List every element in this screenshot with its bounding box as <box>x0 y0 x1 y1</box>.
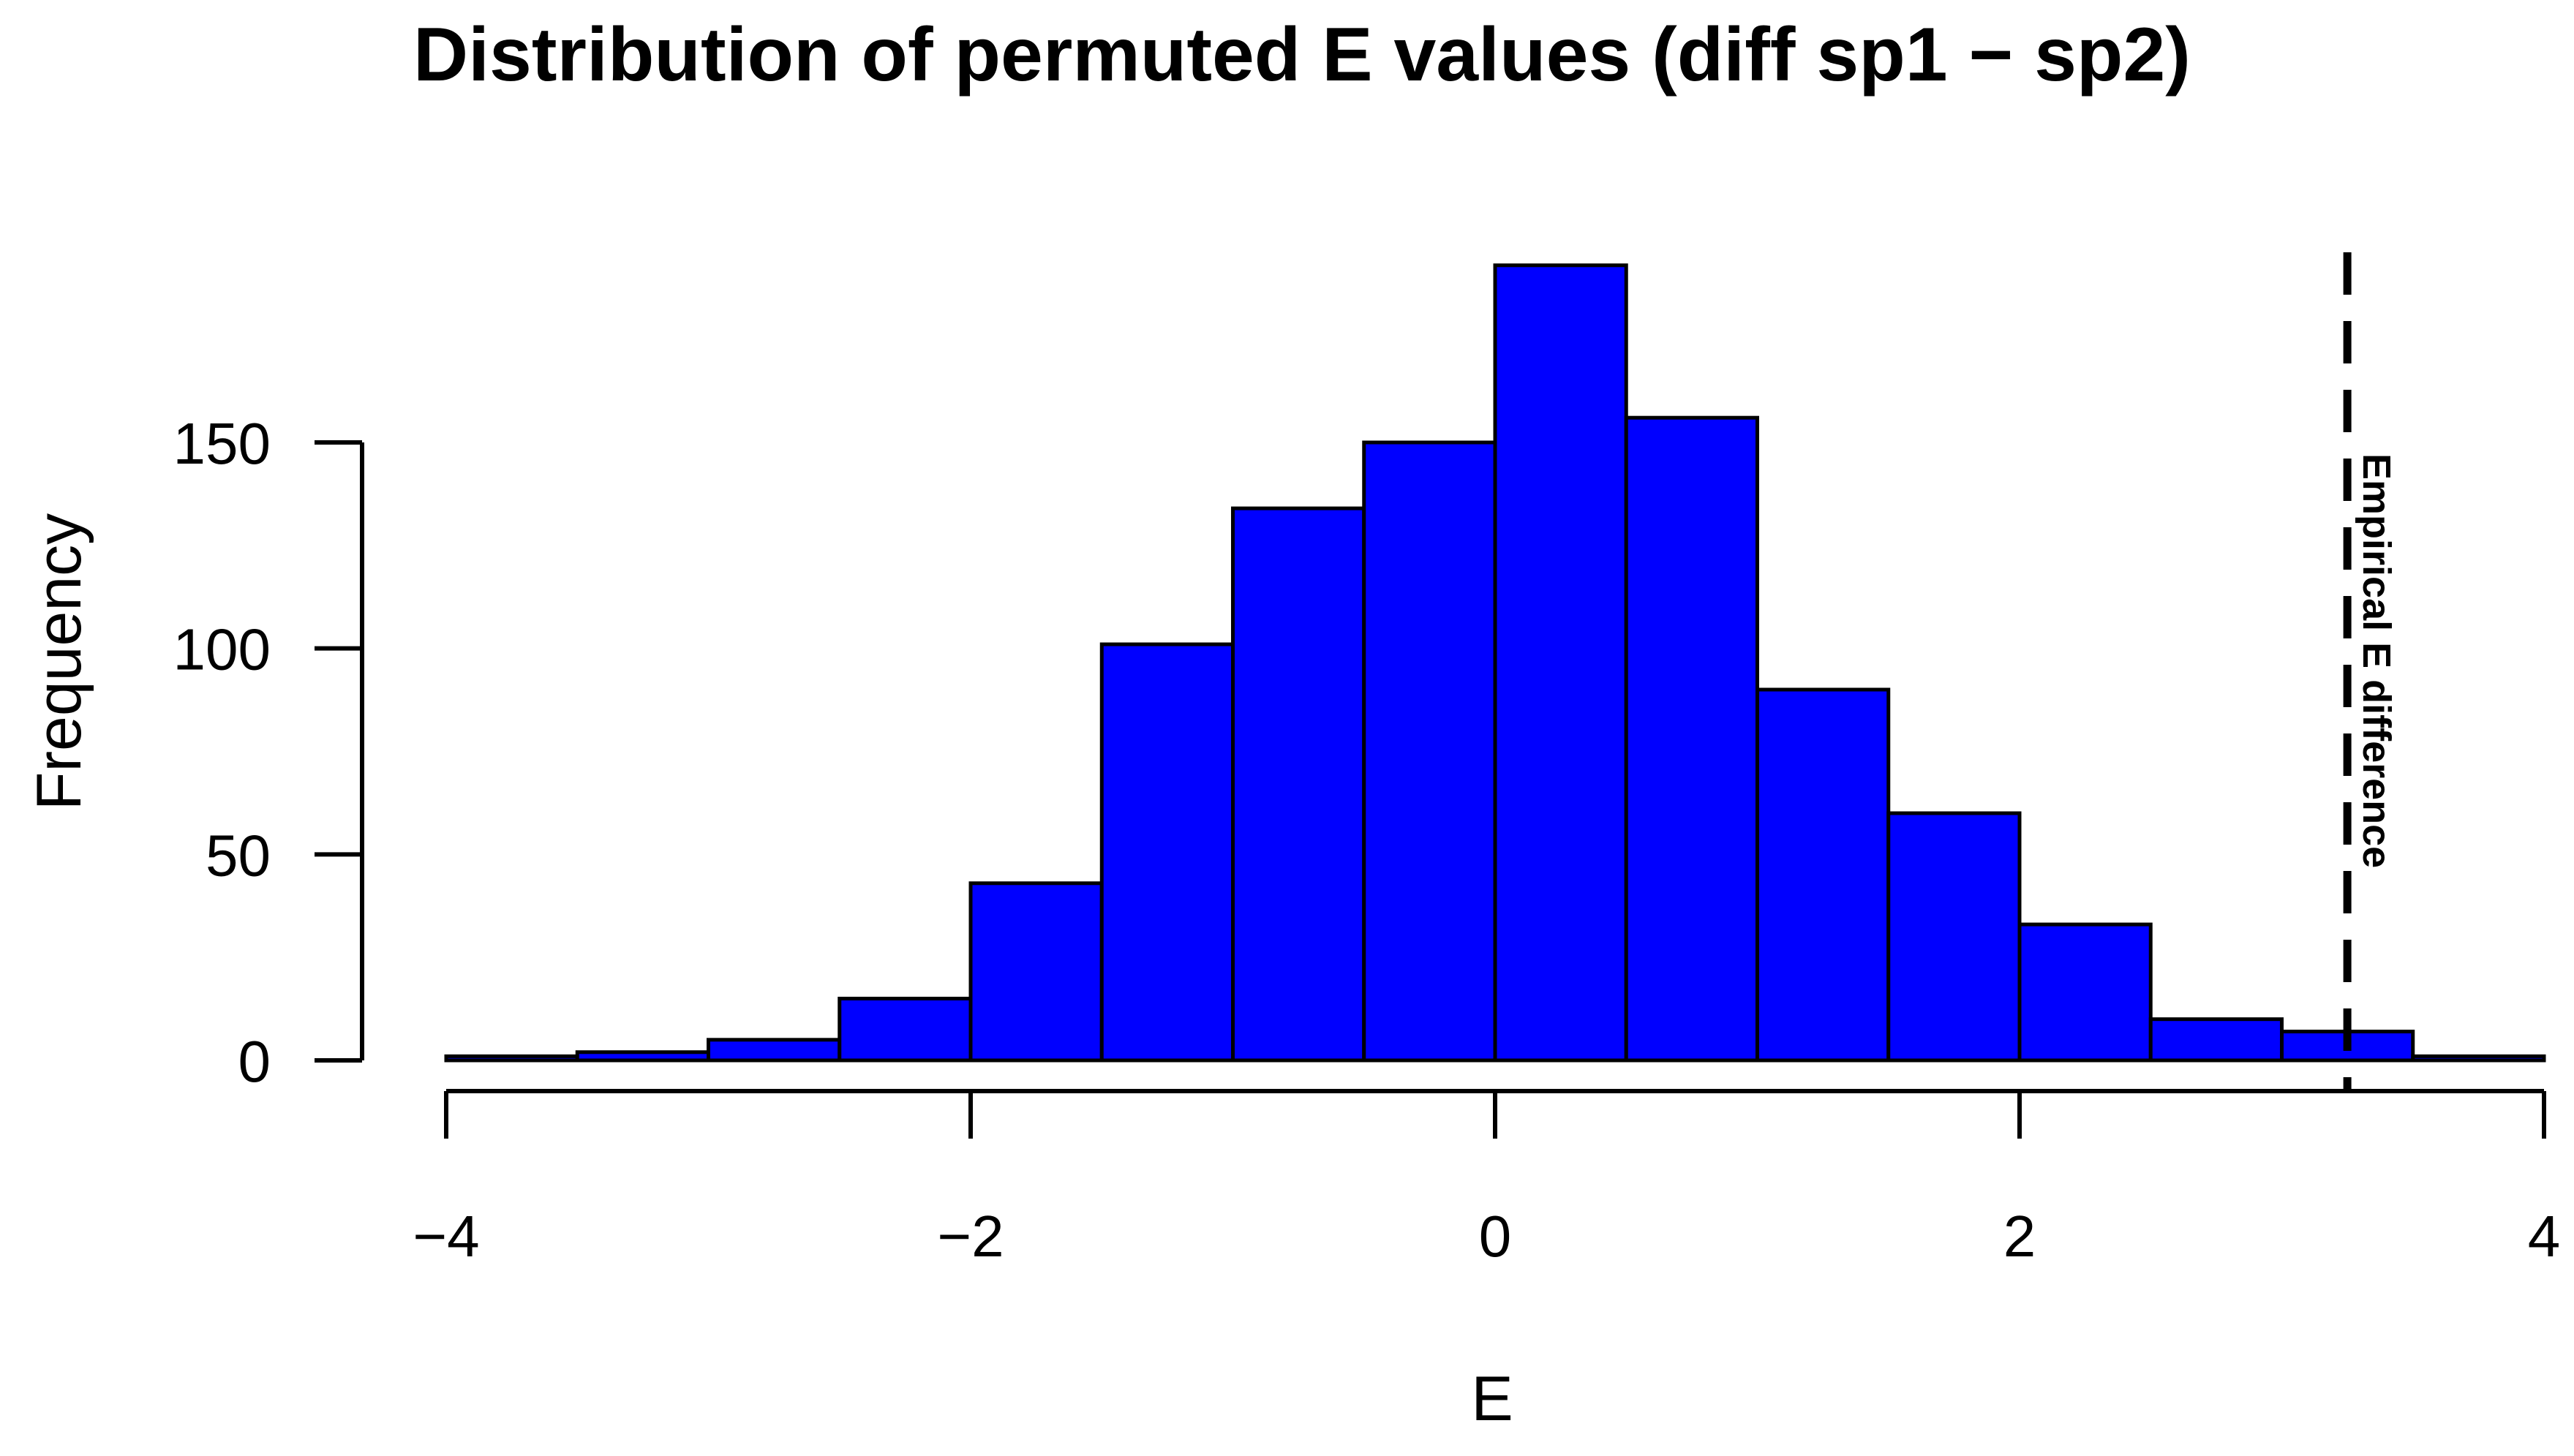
x-tick-label: 0 <box>1479 1204 1512 1269</box>
x-tick-label: 4 <box>2528 1204 2561 1269</box>
reference-line-group: Empirical E difference <box>2343 252 2398 1091</box>
histogram-bar-1 <box>575 1050 710 1063</box>
histogram-bar-13 <box>2148 1017 2284 1063</box>
histogram-bar-9 <box>1624 415 1759 1063</box>
x-tick-label: 2 <box>2003 1204 2036 1269</box>
chart-title: Distribution of permuted E values (diff … <box>413 12 2191 97</box>
histogram-bar-11 <box>1886 811 2022 1063</box>
histogram-bar-12 <box>2017 922 2153 1063</box>
histogram-bar-3 <box>838 997 973 1063</box>
y-axis: 0 50 100 150 <box>173 411 364 1094</box>
histogram-bar-0 <box>444 1054 579 1063</box>
histogram-bar-15 <box>2411 1054 2546 1063</box>
y-tick-label: 150 <box>173 411 271 476</box>
y-tick-label: 100 <box>173 617 271 682</box>
x-tick-label: −4 <box>413 1204 479 1269</box>
histogram-bar-7 <box>1362 440 1497 1063</box>
histogram-bars <box>444 263 2546 1063</box>
histogram-bar-4 <box>968 881 1104 1063</box>
empirical-e-label: Empirical E difference <box>2355 453 2398 868</box>
x-axis: −4 −2 0 2 4 <box>413 1089 2561 1269</box>
histogram-bar-8 <box>1493 263 1628 1063</box>
y-axis-label: Frequency <box>24 513 94 810</box>
histogram-bar-6 <box>1231 506 1366 1063</box>
histogram-bar-5 <box>1099 642 1235 1063</box>
y-tick-label: 50 <box>206 823 271 888</box>
x-axis-label: E <box>1471 1364 1513 1434</box>
histogram-bar-10 <box>1755 687 1891 1063</box>
histogram-bar-2 <box>707 1038 842 1063</box>
y-tick-label: 0 <box>238 1029 271 1094</box>
x-tick-label: −2 <box>937 1204 1004 1269</box>
